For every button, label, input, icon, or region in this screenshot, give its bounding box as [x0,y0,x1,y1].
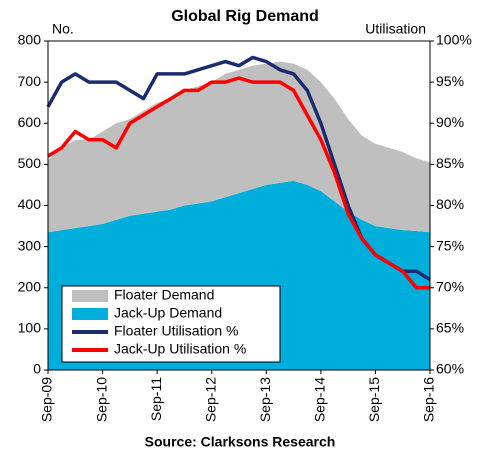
x-tick-label: Sep-16 [421,377,437,422]
legend-label: Floater Demand [114,287,214,303]
y-tick-label: 600 [18,114,42,130]
x-tick-label: Sep-14 [312,377,328,422]
y2-tick-label: 60% [436,361,464,377]
legend-label: Floater Utilisation % [114,323,239,339]
y-tick-label: 500 [18,155,42,171]
y2-axis-label: Utilisation [365,21,426,37]
y-tick-label: 700 [18,73,42,89]
y-tick-label: 100 [18,320,42,336]
x-tick-label: Sep-15 [366,377,382,422]
y2-tick-label: 95% [436,73,464,89]
area [48,61,430,233]
y2-tick-label: 90% [436,114,464,130]
y-tick-label: 0 [33,361,41,377]
y-tick-label: 200 [18,278,42,294]
y2-tick-label: 70% [436,278,464,294]
x-tick-label: Sep-13 [257,377,273,422]
y-tick-label: 800 [18,32,42,48]
legend-swatch [72,308,108,320]
y2-tick-label: 100% [436,32,472,48]
x-tick-label: Sep-12 [202,377,218,422]
x-tick-label: Sep-11 [148,377,164,421]
line [47,76,430,290]
x-tick-label: Sep-10 [93,377,109,422]
chart-title: Global Rig Demand [171,8,319,25]
source-note: Source: Clarksons Research [145,434,336,450]
y2-tick-label: 85% [436,155,464,171]
legend-label: Jack-Up Demand [114,305,222,321]
legend-swatch [72,290,108,302]
y-tick-label: 300 [18,237,42,253]
y2-tick-label: 75% [436,237,464,253]
legend-label: Jack-Up Utilisation % [114,341,246,357]
x-tick-label: Sep-09 [39,377,55,422]
y-axis-label: No. [52,21,74,37]
y-tick-label: 400 [18,196,42,212]
y2-tick-label: 65% [436,320,464,336]
y2-tick-label: 80% [436,196,464,212]
